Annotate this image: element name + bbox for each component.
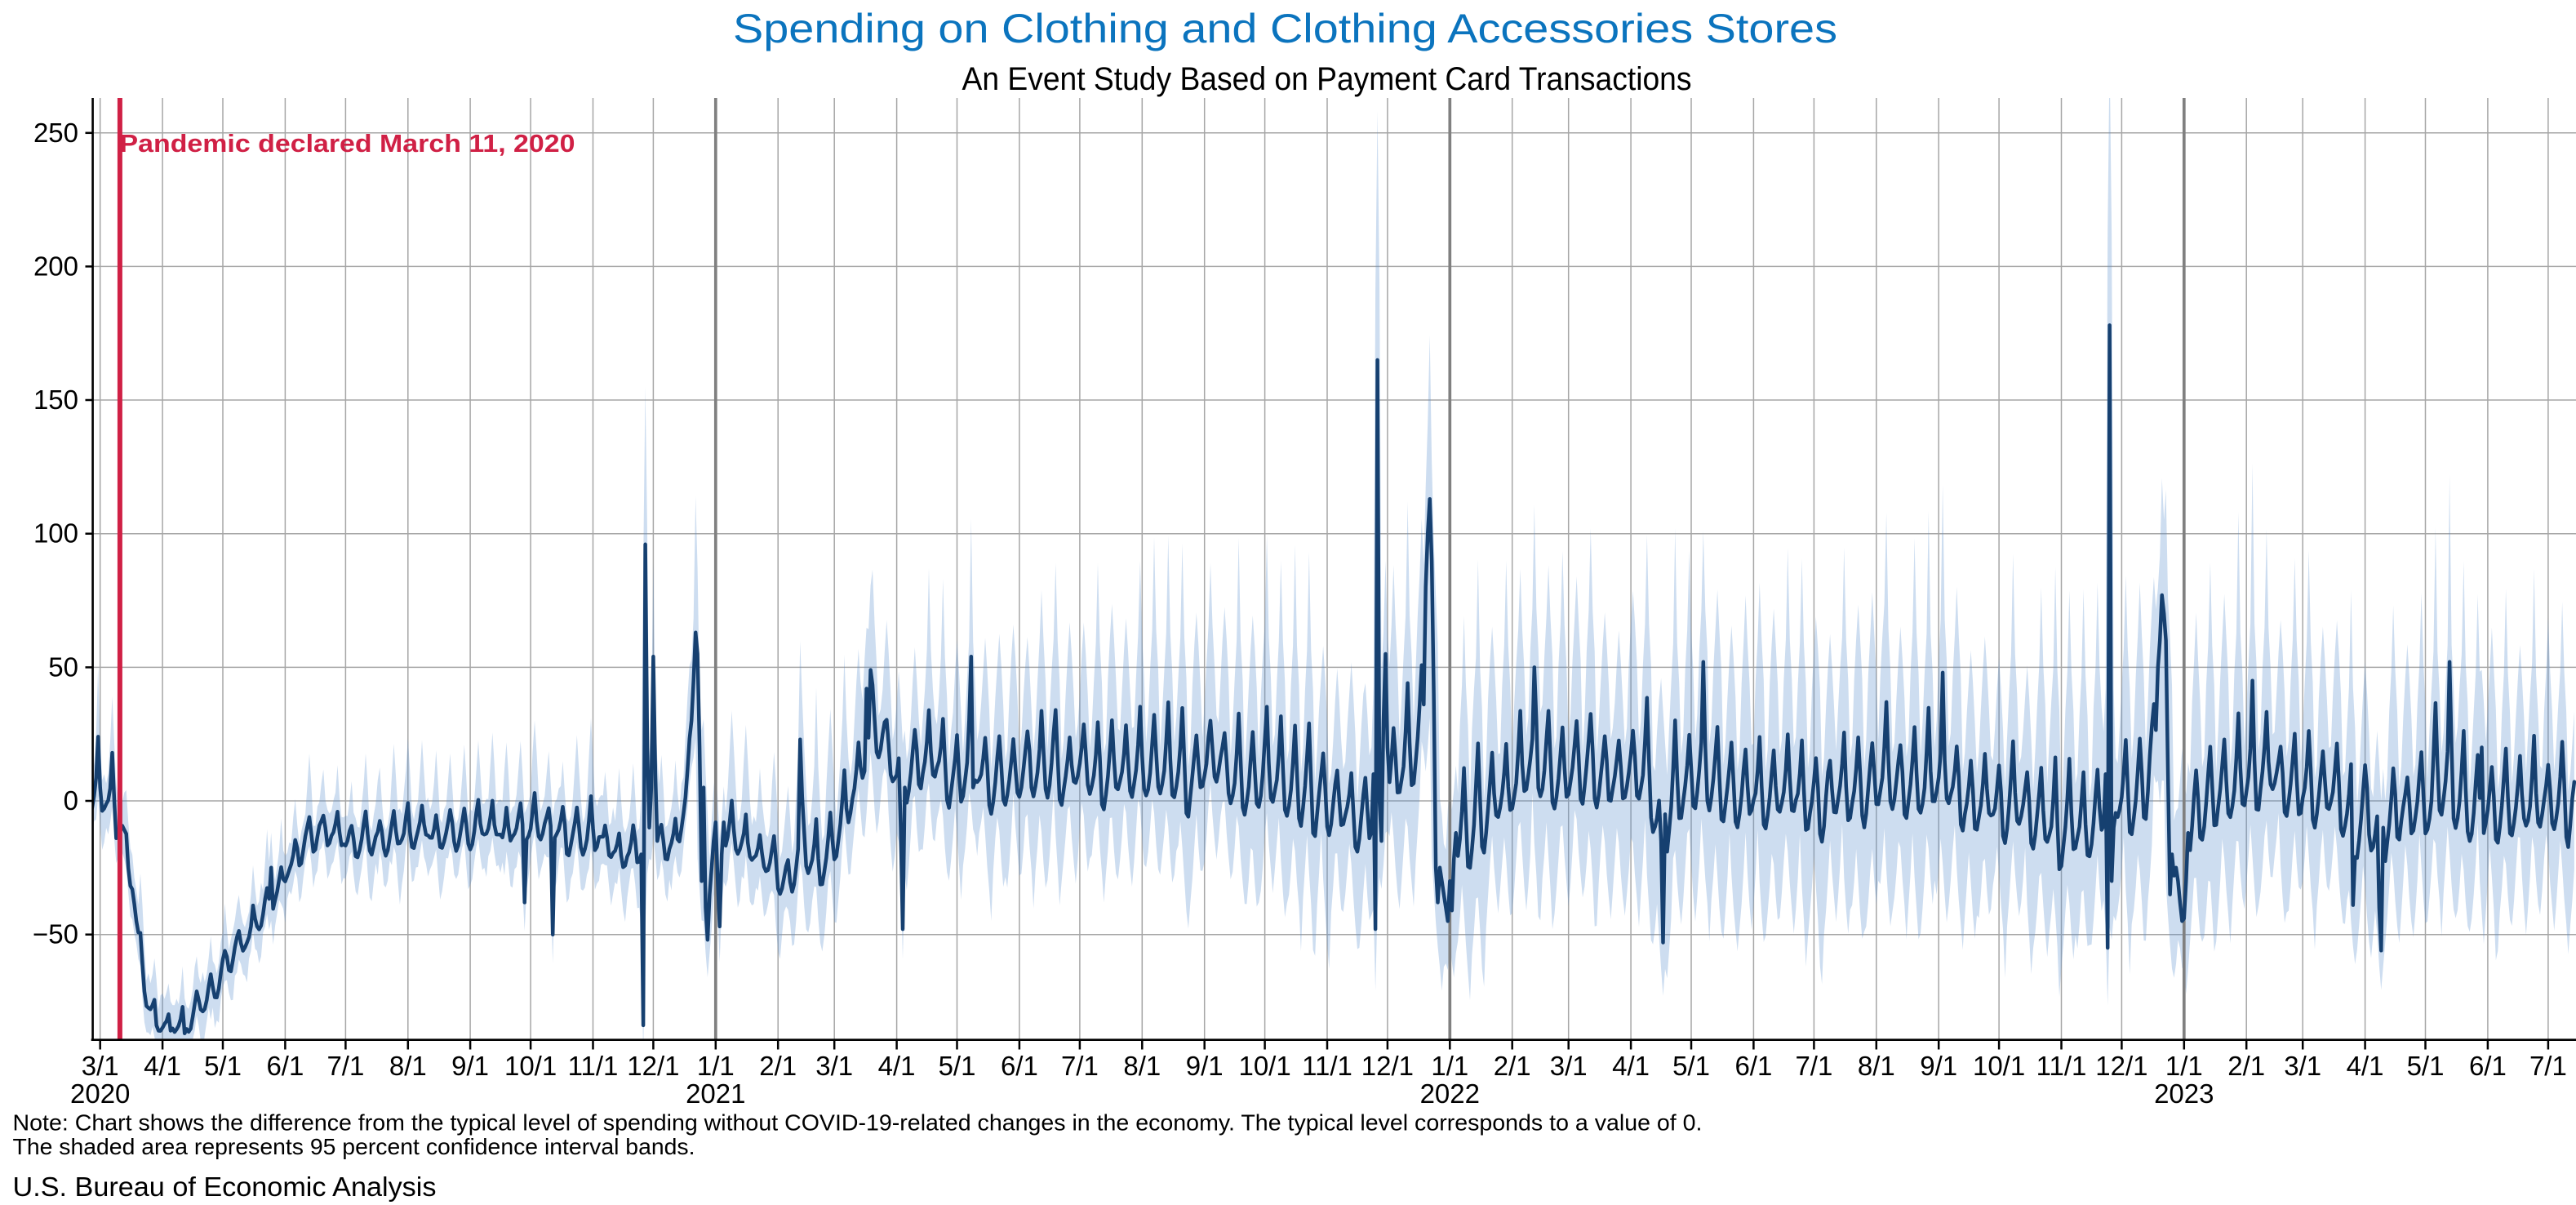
- svg-text:3/1: 3/1: [82, 1051, 119, 1081]
- svg-text:9/1: 9/1: [1920, 1051, 1957, 1081]
- svg-text:An Event Study Based on Paymen: An Event Study Based on Payment Card Tra…: [962, 61, 1692, 97]
- svg-text:8/1: 8/1: [1858, 1051, 1895, 1081]
- svg-text:2/1: 2/1: [2227, 1051, 2265, 1081]
- svg-text:7/1: 7/1: [2529, 1051, 2567, 1081]
- svg-text:2022: 2022: [1420, 1078, 1480, 1109]
- svg-text:1/1: 1/1: [2165, 1051, 2203, 1081]
- svg-text:5/1: 5/1: [204, 1051, 242, 1081]
- svg-text:2/1: 2/1: [759, 1051, 797, 1081]
- svg-text:3/1: 3/1: [815, 1051, 853, 1081]
- svg-text:10/1: 10/1: [1973, 1051, 2025, 1081]
- svg-text:6/1: 6/1: [1001, 1051, 1038, 1081]
- svg-text:10/1: 10/1: [504, 1051, 557, 1081]
- svg-text:4/1: 4/1: [1612, 1051, 1650, 1081]
- svg-text:7/1: 7/1: [326, 1051, 364, 1081]
- svg-text:1/1: 1/1: [697, 1051, 735, 1081]
- svg-text:8/1: 8/1: [389, 1051, 427, 1081]
- svg-text:3/1: 3/1: [1550, 1051, 1588, 1081]
- svg-text:8/1: 8/1: [1123, 1051, 1161, 1081]
- svg-text:6/1: 6/1: [2469, 1051, 2507, 1081]
- svg-text:10/1: 10/1: [1238, 1051, 1290, 1081]
- svg-text:U.S. Bureau of Economic Analys: U.S. Bureau of Economic Analysis: [13, 1172, 437, 1202]
- svg-text:12/1: 12/1: [1361, 1051, 1414, 1081]
- svg-text:100: 100: [33, 518, 78, 549]
- svg-text:3/1: 3/1: [2284, 1051, 2321, 1081]
- svg-text:11/1: 11/1: [568, 1051, 619, 1081]
- svg-text:11/1: 11/1: [2036, 1051, 2087, 1081]
- svg-text:Pandemic declared March 11, 20: Pandemic declared March 11, 2020: [120, 129, 575, 158]
- svg-text:12/1: 12/1: [627, 1051, 679, 1081]
- svg-text:−50: −50: [33, 919, 78, 949]
- svg-text:250: 250: [33, 118, 78, 148]
- svg-text:7/1: 7/1: [1795, 1051, 1832, 1081]
- svg-text:4/1: 4/1: [2347, 1051, 2384, 1081]
- svg-text:6/1: 6/1: [266, 1051, 304, 1081]
- svg-text:The shaded area represents 95: The shaded area represents 95 percent co…: [13, 1134, 695, 1159]
- svg-text:12/1: 12/1: [2095, 1051, 2147, 1081]
- svg-text:Spending on Clothing and Cloth: Spending on Clothing and Clothing Access…: [733, 6, 1837, 51]
- svg-text:2021: 2021: [686, 1078, 745, 1109]
- svg-text:6/1: 6/1: [1734, 1051, 1772, 1081]
- svg-text:Note: Chart shows the differen: Note: Chart shows the difference from th…: [13, 1110, 1703, 1136]
- svg-text:50: 50: [48, 651, 78, 682]
- svg-text:9/1: 9/1: [1186, 1051, 1224, 1081]
- svg-text:5/1: 5/1: [2407, 1051, 2445, 1081]
- svg-text:5/1: 5/1: [1672, 1051, 1710, 1081]
- svg-text:1/1: 1/1: [1431, 1051, 1468, 1081]
- svg-text:4/1: 4/1: [878, 1051, 916, 1081]
- svg-text:200: 200: [33, 251, 78, 281]
- svg-text:2023: 2023: [2154, 1078, 2214, 1109]
- svg-text:5/1: 5/1: [939, 1051, 976, 1081]
- svg-text:11/1: 11/1: [1302, 1051, 1352, 1081]
- svg-text:7/1: 7/1: [1061, 1051, 1099, 1081]
- svg-text:2/1: 2/1: [1494, 1051, 1531, 1081]
- svg-text:0: 0: [64, 785, 78, 816]
- svg-text:4/1: 4/1: [144, 1051, 181, 1081]
- svg-text:9/1: 9/1: [451, 1051, 489, 1081]
- svg-text:150: 150: [33, 385, 78, 415]
- svg-text:2020: 2020: [70, 1078, 130, 1109]
